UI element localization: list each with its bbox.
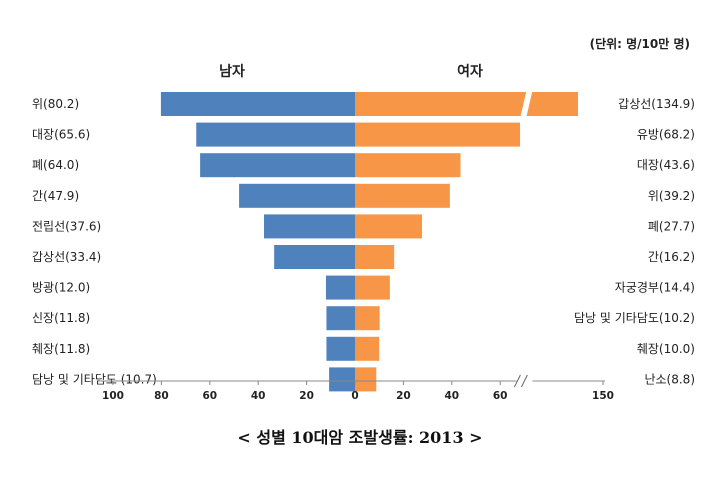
- male-bar-7: [326, 306, 355, 331]
- female-bar-5: [355, 245, 395, 269]
- female-category-label-2: 대장(43.6): [637, 158, 695, 172]
- female-series-header: 여자: [457, 63, 483, 80]
- female-category-label-0: 갑상선(134.9): [618, 97, 695, 111]
- axis-break-mark-1: [520, 374, 528, 388]
- male-bar-9: [329, 367, 355, 392]
- female-bar-7: [355, 306, 380, 331]
- male-category-label-2: 폐(64.0): [32, 158, 79, 172]
- female-category-label-4: 폐(27.7): [648, 219, 695, 233]
- male-category-label-4: 전립선(37.6): [32, 219, 101, 233]
- female-bar-8: [355, 336, 380, 361]
- x-tick-label-right-3: 150: [592, 390, 614, 402]
- male-bar-1: [196, 122, 355, 147]
- x-tick-label-left-2: 60: [202, 390, 217, 402]
- male-bar-8: [326, 336, 355, 361]
- female-category-label-1: 유방(68.2): [637, 128, 695, 142]
- female-category-label-3: 위(39.2): [648, 189, 695, 203]
- male-category-label-7: 신장(11.8): [32, 311, 90, 325]
- male-bar-6: [325, 275, 355, 300]
- x-tick-label-left-5: 0: [351, 390, 358, 402]
- x-tick-label-right-2: 60: [493, 390, 508, 402]
- male-bar-2: [200, 153, 355, 178]
- male-category-label-9: 담낭 및 기타담도 (10.7): [32, 372, 157, 386]
- axis-break-mark-0: [513, 374, 521, 388]
- x-tick-label-right-0: 20: [396, 390, 411, 402]
- male-category-label-0: 위(80.2): [32, 97, 79, 111]
- x-tick-label-left-0: 100: [102, 390, 124, 402]
- x-tick-label-left-1: 80: [154, 390, 169, 402]
- x-tick-label-right-1: 40: [444, 390, 459, 402]
- female-bar-1: [355, 122, 521, 147]
- x-tick-label-left-4: 20: [299, 390, 314, 402]
- male-bar-3: [239, 183, 355, 208]
- female-bar-break-0: [520, 91, 533, 117]
- plot-area: 위(80.2) 대장(65.6) 폐(64.0) 간(47.9) 전립선(37.6) 갑상…: [32, 91, 695, 402]
- male-bar-0: [160, 92, 355, 116]
- female-category-label-8: 췌장(10.0): [637, 342, 695, 356]
- female-bar-9: [355, 367, 377, 392]
- female-bar-6: [355, 275, 390, 300]
- female-bar-0: [355, 92, 578, 116]
- female-bar-3: [355, 183, 450, 208]
- female-category-label-7: 담낭 및 기타담도(10.2): [574, 311, 695, 325]
- female-category-label-6: 자궁경부(14.4): [615, 281, 695, 295]
- x-tick-label-left-3: 40: [251, 390, 266, 402]
- male-series-header: 남자: [219, 63, 245, 80]
- male-category-label-1: 대장(65.6): [32, 128, 90, 142]
- male-category-label-5: 갑상선(33.4): [32, 250, 101, 264]
- male-category-label-3: 간(47.9): [32, 189, 79, 203]
- female-bar-2: [355, 153, 461, 178]
- male-bar-4: [264, 214, 355, 239]
- chart-caption: < 성별 10대암 조발생률: 2013 >: [237, 428, 482, 447]
- male-bar-5: [274, 245, 355, 269]
- female-bar-4: [355, 214, 423, 239]
- female-category-label-5: 간(16.2): [648, 250, 695, 264]
- male-category-label-8: 췌장(11.8): [32, 342, 90, 356]
- male-category-label-6: 방광(12.0): [32, 281, 90, 295]
- unit-label: (단위: 명/10만 명): [590, 36, 690, 51]
- female-category-label-9: 난소(8.8): [644, 372, 695, 386]
